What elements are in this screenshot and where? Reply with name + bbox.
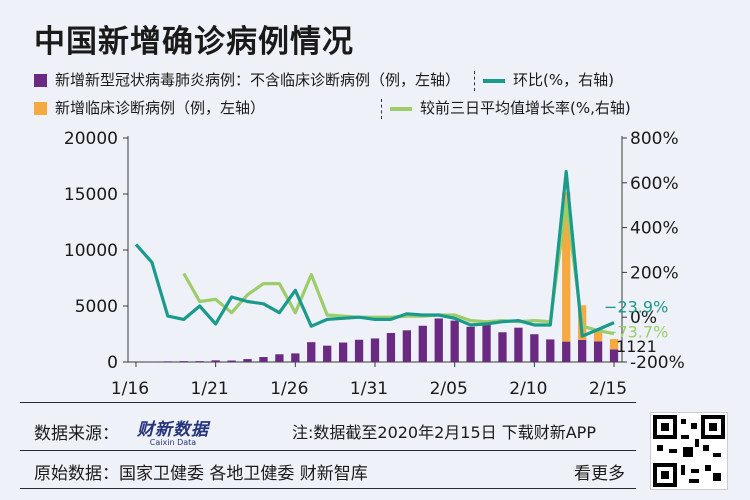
green-last-label: −73.7% <box>604 323 668 342</box>
legend-swatch-teal <box>483 78 505 83</box>
bar-confirmed <box>354 339 364 362</box>
bar-confirmed <box>514 327 523 362</box>
x-axis-tick-label: 2/10 <box>509 379 547 399</box>
legend-teal-line: 环比(%，右轴) <box>474 70 614 91</box>
chart-plot: 0 5000 10000 15000 20000 -200% 0% 200% 400% 600% 8… <box>64 129 685 399</box>
see-more-link[interactable]: 看更多 <box>574 464 625 484</box>
bar-confirmed <box>211 360 220 362</box>
data-note: 注:数据截至2020年2月15日 下载财新APP <box>292 423 596 442</box>
legend-orange-bar: 新增临床诊断病例（例，左轴） <box>34 98 265 118</box>
right-axis-tick-label: 200% <box>630 263 679 283</box>
legend-swatch-orange <box>34 102 47 115</box>
legend-swatch-green <box>390 106 412 111</box>
bar-confirmed <box>227 360 236 362</box>
bar-confirmed <box>418 325 427 362</box>
bar-confirmed <box>291 353 300 362</box>
bar-confirmed <box>307 342 316 362</box>
footer-divider-bottom <box>20 488 636 489</box>
legend-purple-bar: 新增新型冠状病毒肺炎病例：不含临床诊断病例（例，左轴） <box>34 70 460 90</box>
bar-confirmed <box>609 349 619 362</box>
footer-divider-top <box>20 402 636 403</box>
bar-confirmed <box>434 318 443 362</box>
bar-confirmed <box>386 332 396 362</box>
x-axis-tick-label: 1/21 <box>191 379 229 399</box>
left-axis-tick-label: 0 <box>107 353 118 373</box>
footer-divider-mid <box>20 450 636 451</box>
bar-confirmed <box>338 342 348 362</box>
x-axis-tick-label: 2/15 <box>589 379 627 399</box>
x-axis-tick-label: 1/16 <box>111 379 149 399</box>
legend-label-purple: 新增新型冠状病毒肺炎病例：不含临床诊断病例（例，左轴） <box>55 71 461 89</box>
caixin-data-logo: 财新数据 Caixin Data <box>137 415 209 447</box>
source-label: 数据来源： <box>34 424 119 444</box>
bar-clinical <box>593 329 603 342</box>
bar-confirmed <box>402 330 412 362</box>
line-3day-growth <box>182 201 615 336</box>
x-axis-tick-label: 2/05 <box>430 379 468 399</box>
logo-subtext: Caixin Data <box>149 438 197 447</box>
line-day-over-day <box>134 170 615 338</box>
legend-label-teal: 环比(%，右轴) <box>513 71 614 89</box>
bar-confirmed <box>546 339 555 362</box>
right-axis-tick-label: 400% <box>630 219 679 239</box>
right-axis-tick-label: 0% <box>630 308 657 328</box>
right-axis-tick-label: 600% <box>630 174 679 194</box>
bar-confirmed <box>593 341 603 362</box>
x-axis-tick-label: 1/26 <box>270 379 308 399</box>
legend-label-orange: 新增临床诊断病例（例，左轴） <box>55 99 266 117</box>
bar-clinical <box>562 192 571 342</box>
bar-confirmed <box>450 320 459 362</box>
chart-title: 中国新增确诊病例情况 <box>34 24 354 60</box>
bar-confirmed <box>323 345 332 362</box>
bar-clinical <box>609 339 619 350</box>
bar-confirmed <box>179 361 188 362</box>
bar-confirmed <box>466 326 475 362</box>
origin-data: 原始数据：国家卫健委 各地卫健委 财新智库 <box>34 464 368 484</box>
left-axis-tick-label: 15000 <box>64 185 118 205</box>
bar-confirmed <box>243 359 252 362</box>
logo-text: 财新数据 <box>137 420 209 440</box>
right-axis-tick-label: -200% <box>630 353 685 373</box>
bar-confirmed <box>259 357 268 362</box>
right-axis-tick-label: 800% <box>630 129 679 149</box>
bar-last-label: 1121 <box>616 337 657 356</box>
left-axis-tick-label: 5000 <box>75 297 118 317</box>
bar-confirmed <box>275 354 284 362</box>
left-axis-tick-label: 10000 <box>64 241 118 261</box>
teal-last-label: −23.9% <box>604 298 668 317</box>
legend-swatch-purple <box>34 74 47 87</box>
bar-confirmed <box>370 338 380 362</box>
bar-confirmed <box>562 341 571 362</box>
bar-confirmed <box>163 361 172 362</box>
x-axis-tick-label: 1/31 <box>350 379 388 399</box>
bar-confirmed <box>482 323 491 362</box>
bar-confirmed <box>195 361 204 362</box>
legend-green-line: 较前三日平均值增长率(%,右轴) <box>381 98 631 119</box>
qr-code-icon[interactable] <box>650 412 728 490</box>
legend-label-green: 较前三日平均值增长率(%,右轴) <box>420 99 631 117</box>
bar-confirmed <box>530 334 539 362</box>
bar-confirmed <box>578 339 587 362</box>
bar-confirmed <box>498 332 507 362</box>
left-axis-tick-label: 20000 <box>64 129 118 149</box>
